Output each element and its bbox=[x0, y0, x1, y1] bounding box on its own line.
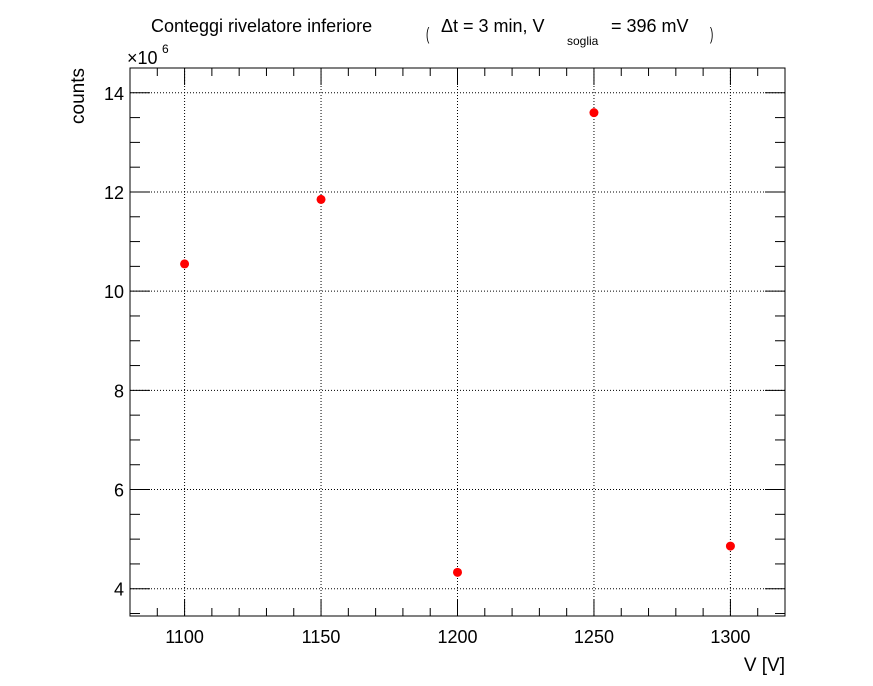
x-axis-title: V [V] bbox=[744, 655, 785, 676]
x-tick-label: 1200 bbox=[437, 627, 477, 647]
title-open-paren: ( bbox=[426, 25, 429, 45]
title-subscript: soglia bbox=[567, 34, 599, 48]
y-axis-title: counts bbox=[68, 68, 89, 124]
y-tick-label: 12 bbox=[104, 183, 124, 203]
y-tick-label: 6 bbox=[114, 481, 124, 501]
x-tick-label: 1150 bbox=[302, 627, 341, 647]
title-close-paren: ) bbox=[710, 25, 713, 45]
data-point bbox=[453, 567, 462, 577]
title-condition: Δt = 3 min, V bbox=[441, 16, 545, 36]
y-exponent-label: ×10 bbox=[127, 48, 158, 68]
axis-ticks bbox=[129, 67, 786, 616]
y-tick-label: 10 bbox=[104, 282, 124, 302]
y-tick-label: 14 bbox=[104, 84, 124, 104]
y-tick-label: 8 bbox=[114, 381, 124, 401]
title-threshold: = 396 mV bbox=[611, 16, 689, 36]
tick-labels: 1100 1150 1200 1250 1300 4 6 8 10 12 14 bbox=[104, 84, 750, 647]
data-point bbox=[725, 541, 735, 551]
grid-lines bbox=[130, 68, 785, 616]
data-point bbox=[589, 108, 599, 118]
x-tick-label: 1250 bbox=[574, 627, 614, 647]
chart-title: Conteggi rivelatore inferiore bbox=[151, 16, 372, 36]
x-tick-label: 1300 bbox=[710, 627, 750, 647]
data-points bbox=[180, 108, 735, 577]
y-tick-label: 4 bbox=[114, 580, 124, 600]
y-exponent-power: 6 bbox=[162, 42, 169, 56]
x-tick-label: 1100 bbox=[165, 627, 204, 647]
data-point bbox=[180, 259, 190, 269]
data-point bbox=[316, 194, 326, 204]
